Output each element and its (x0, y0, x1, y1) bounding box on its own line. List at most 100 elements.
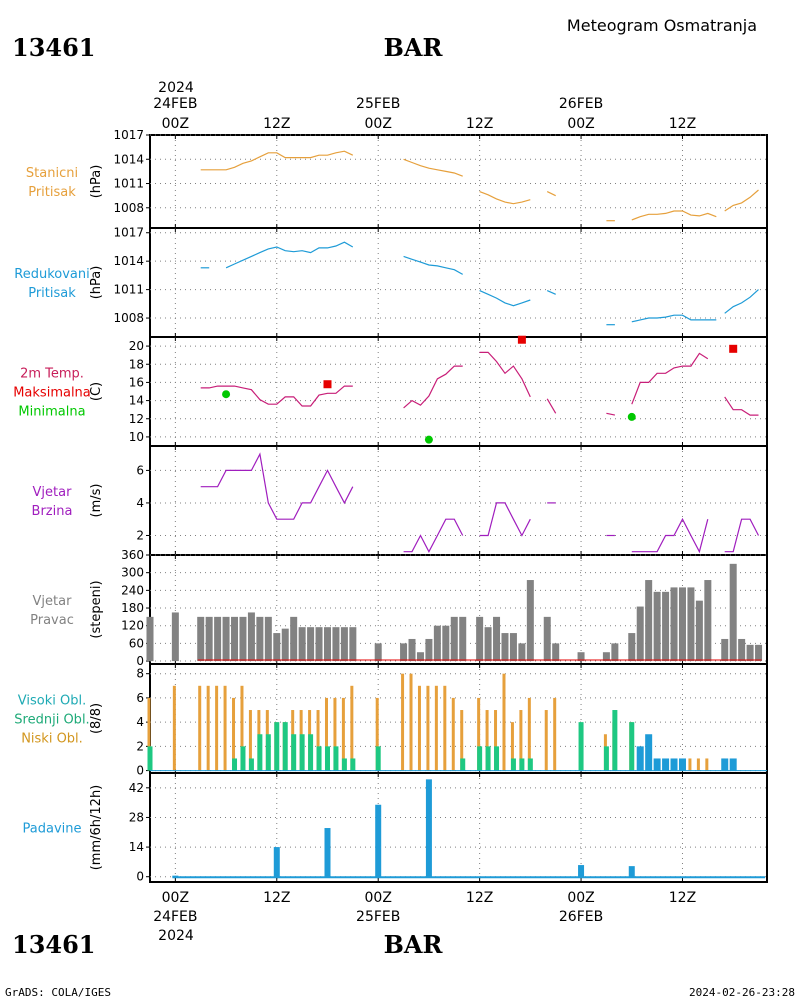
cloud-mid-bar (477, 746, 483, 771)
series-line (479, 351, 531, 398)
cloud-mid-bar (324, 746, 330, 771)
series-line (403, 365, 463, 409)
station-name-top: BAR (384, 33, 444, 62)
cloud-low-bar (485, 710, 489, 771)
station-id-top: 13461 (12, 33, 96, 62)
series-line (631, 352, 709, 405)
station-id-bottom: 13461 (12, 930, 96, 959)
cloud-mid-bar (316, 746, 322, 771)
wind-dir-bar (543, 616, 551, 662)
cloud-high-bar (636, 746, 644, 771)
y-tick-label: 4 (136, 715, 144, 729)
wind-dir-bar (526, 580, 534, 662)
panel-title-line: Niski Obl. (21, 732, 83, 747)
series-line (631, 314, 717, 323)
panel-title-line: Vjetar (33, 485, 73, 500)
panel-3: 2 4 6 (m/s) Vjetar Brzina (32, 445, 768, 556)
y-axis-label: (hPa) (89, 165, 104, 199)
y-tick-label: 1008 (113, 201, 144, 215)
y-tick-label: 4 (136, 496, 144, 510)
cloud-low-bar (443, 685, 447, 771)
wind-dir-bar (323, 627, 331, 662)
y-axis-label: (mm/6h/12h) (89, 785, 104, 871)
wind-dir-bar (459, 616, 467, 662)
cloud-mid-bar (603, 746, 609, 771)
top-hour-label: 12Z (263, 116, 290, 132)
panel-title-line: Srednji Obl. (14, 713, 89, 728)
y-tick-label: 240 (121, 583, 144, 597)
year-bottom: 2024 (158, 928, 194, 944)
cloud-low-bar (316, 710, 320, 771)
y-tick-label: 1011 (113, 177, 144, 191)
wind-dir-bar (247, 612, 255, 662)
cloud-low-bar (527, 697, 531, 771)
cloud-low-bar (341, 697, 345, 771)
wind-dir-bar (307, 627, 315, 662)
wind-dir-bar (408, 638, 416, 662)
cloud-mid-bar (274, 722, 280, 771)
cloud-low-bar (460, 710, 464, 771)
cloud-low-bar (519, 710, 523, 771)
y-tick-label: 6 (136, 463, 144, 477)
wind-dir-bar (484, 627, 492, 662)
wind-dir-bar (493, 616, 501, 662)
bottom-date-label: 26FEB (559, 909, 603, 925)
panel-title-line: Pritisak (28, 286, 76, 301)
wind-dir-bar (628, 633, 636, 662)
panel-0: 1008 1011 1014 1017 (hPa) Stanicni Pritisak (26, 128, 768, 229)
wind-dir-bar (721, 638, 729, 662)
y-tick-label: 12 (129, 412, 144, 426)
y-tick-label: 2 (136, 528, 144, 542)
cloud-low-bar (705, 758, 709, 771)
cloud-mid-bar (494, 746, 500, 771)
wind-dir-bar (349, 627, 357, 662)
cloud-low-bar (510, 722, 514, 771)
series-line (479, 191, 531, 205)
wind-dir-bar (509, 633, 517, 662)
wind-dir-bar (205, 616, 213, 662)
y-tick-label: 60 (129, 636, 144, 650)
wind-dir-bar (315, 627, 323, 662)
bottom-hour-label: 00Z (365, 890, 392, 906)
panel-5: 0 2 4 6 8 (8/8)Visoki Obl. Srednji Obl. Niski O… (14, 663, 768, 778)
max-temp-marker (323, 380, 332, 389)
cloud-mid-bar (333, 746, 339, 771)
cloud-mid-bar (485, 746, 491, 771)
wind-dir-bar (602, 652, 610, 662)
max-temp-marker (517, 335, 526, 344)
wind-dir-bar (264, 616, 272, 662)
panel-frame (149, 445, 768, 556)
cloud-low-bar (426, 685, 430, 771)
cloud-mid-bar (460, 758, 466, 771)
min-temp-marker (424, 435, 433, 444)
panel-title-line: Visoki Obl. (18, 694, 86, 709)
series-line (631, 210, 717, 221)
series-line (546, 290, 556, 295)
wind-dir-bar (476, 616, 484, 662)
panel-title-line: Brzina (32, 504, 73, 519)
station-name-bottom: BAR (384, 930, 444, 959)
wind-dir-bar (442, 625, 450, 662)
cloud-mid-bar (282, 722, 288, 771)
cloud-mid-bar (147, 746, 153, 771)
y-tick-label: 0 (136, 764, 144, 778)
cloud-mid-bar (578, 722, 584, 771)
y-tick-label: 120 (121, 619, 144, 633)
wind-dir-bar (239, 616, 247, 662)
top-hour-label: 00Z (567, 116, 594, 132)
wind-dir-bar (340, 627, 348, 662)
wind-dir-bar (146, 616, 154, 662)
series-line (200, 452, 354, 520)
cloud-mid-bar (510, 758, 516, 771)
min-temp-marker (627, 412, 636, 421)
wind-dir-bar (400, 643, 408, 662)
cloud-mid-bar (341, 758, 347, 771)
series-line (200, 150, 354, 171)
top-hour-label: 12Z (669, 116, 696, 132)
panel-title-line: Pravac (30, 613, 74, 628)
wind-dir-bar (290, 616, 298, 662)
cloud-mid-bar (629, 722, 635, 771)
wind-dir-bar (678, 587, 686, 662)
